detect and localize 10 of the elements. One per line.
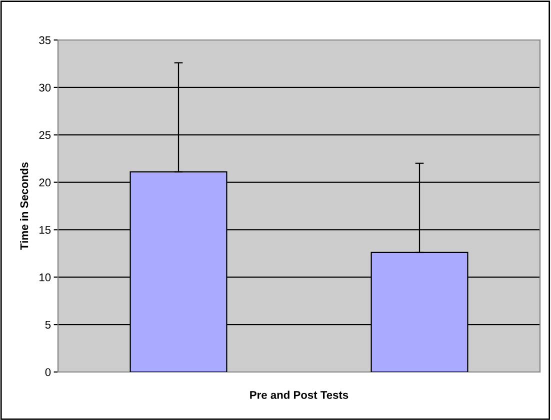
y-tick-label: 30	[39, 84, 51, 92]
y-tick-label: 5	[45, 320, 51, 329]
y-tick-label: 15	[40, 226, 51, 234]
x-axis-title: Pre and Post Tests	[250, 390, 348, 399]
y-axis-title: Time in Seconds	[20, 162, 28, 250]
y-tick-label: 0	[45, 368, 51, 376]
y-tick-label: 35	[39, 36, 51, 44]
y-tick-label: 25	[39, 131, 51, 139]
y-tick-label: 20	[39, 178, 51, 186]
y-tick-label: 10	[40, 273, 51, 282]
